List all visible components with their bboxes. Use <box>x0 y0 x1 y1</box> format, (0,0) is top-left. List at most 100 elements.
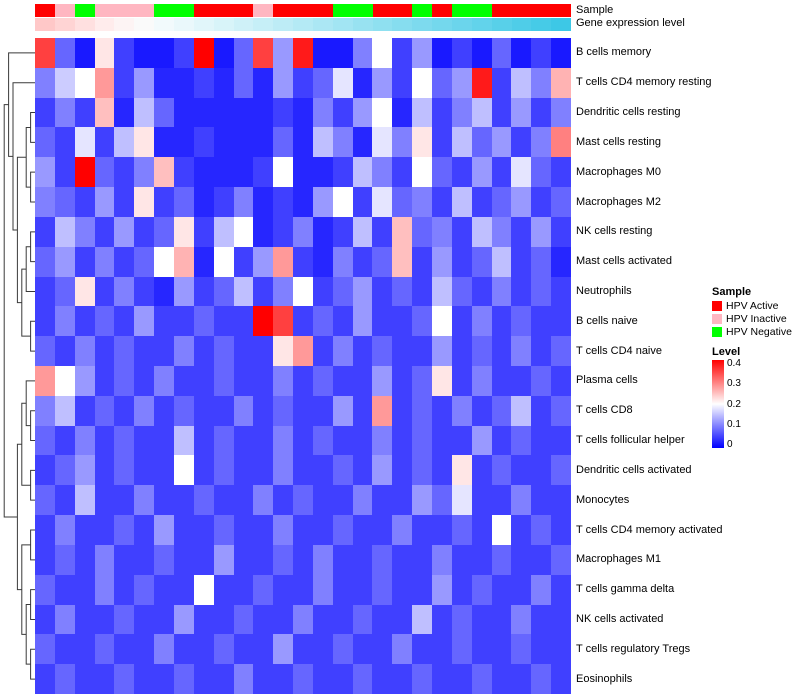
heatmap-cell <box>471 425 492 456</box>
heatmap-cell <box>233 38 254 68</box>
heatmap-cell <box>551 216 571 247</box>
heatmap-cell <box>491 395 512 426</box>
heatmap-cell <box>114 634 135 665</box>
heatmap-cell <box>173 276 194 307</box>
heatmap-cell <box>372 425 393 456</box>
gene-expression-annotation-bar <box>35 18 572 31</box>
heatmap-cell <box>491 544 512 575</box>
sample-annotation-cell <box>154 4 175 17</box>
sample-annotation-cell <box>54 4 75 17</box>
gene-expression-annotation-cell <box>491 18 512 31</box>
heatmap-cell <box>213 38 234 68</box>
heatmap-cell <box>332 38 353 68</box>
heatmap-cell <box>491 127 512 158</box>
heatmap-cell <box>372 455 393 486</box>
heatmap-cell <box>94 276 115 307</box>
sample-legend-item: HPV Active <box>712 300 798 312</box>
sample-annotation-cell <box>412 4 433 17</box>
heatmap-cell <box>114 664 135 694</box>
gene-expression-annotation-cell <box>114 18 135 31</box>
heatmap-cell <box>35 544 55 575</box>
heatmap-cell <box>213 425 234 456</box>
heatmap-cell <box>35 216 55 247</box>
heatmap-cell <box>114 67 135 98</box>
sample-annotation-cell <box>471 4 492 17</box>
heatmap-cell <box>451 425 472 456</box>
heatmap-cell <box>372 664 393 694</box>
heatmap-cell <box>332 455 353 486</box>
legend-item-label: HPV Active <box>726 300 779 312</box>
heatmap-cell <box>511 455 532 486</box>
heatmap-cell <box>213 544 234 575</box>
heatmap-cell <box>273 366 294 396</box>
heatmap-cell <box>134 455 155 486</box>
heatmap-cell <box>293 187 313 217</box>
heatmap-cell <box>372 395 393 426</box>
heatmap-cell <box>253 187 274 217</box>
heatmap-cell <box>233 157 254 188</box>
heatmap-cell <box>511 157 532 188</box>
row-label: Plasma cells <box>576 374 638 387</box>
heatmap-cell <box>412 604 433 635</box>
heatmap-cell <box>293 157 313 188</box>
row-label: Neutrophils <box>576 284 632 297</box>
row-label: B cells memory <box>576 46 652 59</box>
heatmap-cell <box>253 97 274 128</box>
sample-legend-title: Sample <box>712 286 752 298</box>
gene-expression-annotation-cell <box>253 18 274 31</box>
heatmap-cell <box>134 67 155 98</box>
heatmap-cell <box>233 544 254 575</box>
heatmap-cell <box>35 425 55 456</box>
heatmap-cell <box>531 544 552 575</box>
heatmap-cell <box>94 574 115 605</box>
heatmap-cell <box>154 336 174 366</box>
heatmap-cell <box>74 485 95 516</box>
row-label: NK cells resting <box>576 225 653 238</box>
row-label: Eosinophils <box>576 672 633 685</box>
heatmap-cell <box>253 127 274 158</box>
heatmap-cell <box>312 664 333 694</box>
heatmap-cell <box>392 604 413 635</box>
heatmap-cell <box>392 425 413 456</box>
heatmap-cell <box>74 425 95 456</box>
heatmap-cell <box>114 574 135 605</box>
heatmap-cell <box>312 187 333 217</box>
heatmap-cell <box>412 664 433 694</box>
heatmap-cell <box>412 336 433 366</box>
heatmap-cell <box>193 67 214 98</box>
heatmap-cell <box>412 425 433 456</box>
heatmap-cell <box>173 97 194 128</box>
heatmap-cell <box>114 276 135 307</box>
heatmap-cell <box>511 38 532 68</box>
heatmap-cell <box>253 515 274 545</box>
heatmap-cell <box>74 306 95 337</box>
heatmap-cell <box>253 67 274 98</box>
heatmap-cell <box>74 366 95 396</box>
heatmap-cell <box>551 455 571 486</box>
heatmap-cell <box>253 336 274 366</box>
heatmap-cell <box>35 485 55 516</box>
heatmap-cell <box>134 336 155 366</box>
heatmap-cell <box>432 366 452 396</box>
heatmap-cell <box>392 515 413 545</box>
heatmap-cell <box>392 276 413 307</box>
gene-expression-annotation-cell <box>452 18 472 31</box>
heatmap-cell <box>511 97 532 128</box>
heatmap-cell <box>273 336 294 366</box>
heatmap-cell <box>114 455 135 486</box>
heatmap-cell <box>193 38 214 68</box>
heatmap-cell <box>273 127 294 158</box>
heatmap-cell <box>531 127 552 158</box>
heatmap-cell <box>114 366 135 396</box>
heatmap-cell <box>491 664 512 694</box>
heatmap-cell <box>94 366 115 396</box>
sample-annotation-cell <box>35 4 55 17</box>
gene-expression-annotation-cell <box>174 18 194 31</box>
heatmap-cell <box>273 515 294 545</box>
row-label: B cells naive <box>576 314 638 327</box>
heatmap-cell <box>154 664 174 694</box>
gene-expression-annotation-cell <box>313 18 333 31</box>
heatmap-cell <box>273 157 294 188</box>
heatmap-cell <box>35 306 55 337</box>
heatmap-cell <box>253 604 274 635</box>
